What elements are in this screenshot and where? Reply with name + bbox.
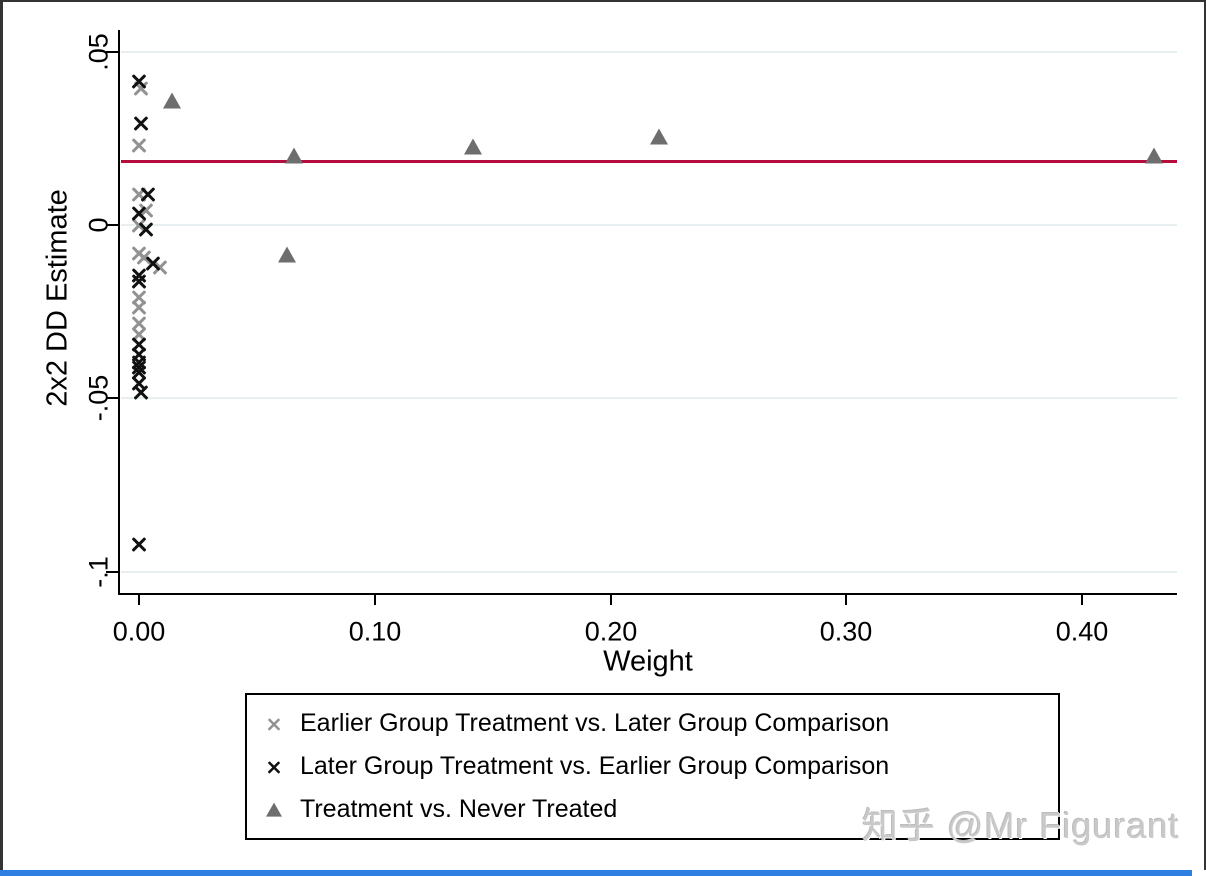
x-marker (132, 207, 146, 221)
x-tick-label: 0.10 (348, 616, 402, 647)
x-tick (1081, 595, 1083, 605)
y-tick (106, 397, 119, 399)
triangle-marker (278, 246, 297, 263)
frame-border-top (0, 0, 1206, 2)
x-marker-gray-icon (268, 718, 280, 730)
reference-line (121, 160, 1177, 164)
y-tick (106, 51, 119, 53)
y-tick (106, 224, 119, 226)
x-tick (845, 595, 847, 605)
triangle-marker-icon (266, 802, 282, 817)
legend-row: Later Group Treatment vs. Earlier Group … (257, 745, 1058, 788)
x-marker (132, 74, 146, 88)
x-marker (134, 385, 148, 399)
x-marker (132, 538, 146, 552)
legend-label: Later Group Treatment vs. Earlier Group … (300, 752, 890, 780)
x-marker-black-icon (268, 761, 280, 773)
x-marker (132, 275, 146, 289)
triangle-marker (1145, 147, 1163, 164)
triangle-marker (285, 147, 304, 164)
bottom-progress-bar (0, 870, 1192, 876)
y-tick-label: 0 (83, 217, 114, 233)
x-tick (138, 595, 140, 605)
legend-row: Earlier Group Treatment vs. Later Group … (257, 702, 1058, 745)
x-axis-line (118, 593, 1177, 595)
legend-symbol-cell (257, 798, 291, 822)
x-tick (374, 595, 376, 605)
frame-border-left (0, 0, 3, 870)
legend-symbol-cell (257, 755, 291, 779)
x-marker (132, 139, 146, 153)
frame-border-right (1204, 0, 1206, 870)
y-tick-label: .05 (83, 33, 114, 71)
x-tick-label: 0.00 (112, 616, 166, 647)
x-marker (139, 222, 153, 236)
y-tick-label: -.1 (83, 556, 114, 588)
triangle-marker (162, 92, 181, 109)
gridline-y-0 (121, 224, 1177, 226)
legend-label: Treatment vs. Never Treated (300, 795, 618, 823)
x-marker (132, 300, 146, 314)
gridline-y-neg05 (121, 397, 1177, 399)
triangle-marker (650, 128, 669, 145)
legend-row: Treatment vs. Never Treated (257, 788, 1058, 831)
gridline-y-neg1 (121, 571, 1177, 573)
x-tick-label: 0.30 (819, 616, 873, 647)
legend-symbol-cell (257, 712, 291, 736)
y-tick (106, 571, 119, 573)
triangle-marker (464, 138, 483, 155)
y-tick-label: -.05 (83, 374, 114, 422)
y-axis-line (118, 30, 120, 595)
gridline-y-05 (121, 51, 1177, 53)
watermark: 知乎 @Mr Figurant (862, 805, 1180, 846)
x-marker (146, 256, 160, 270)
x-tick-label: 0.40 (1055, 616, 1109, 647)
x-marker (134, 116, 148, 130)
legend-label: Earlier Group Treatment vs. Later Group … (300, 709, 890, 737)
x-tick (610, 595, 612, 605)
y-axis-title: 2x2 DD Estimate (41, 189, 74, 407)
x-tick-label: 0.20 (584, 616, 638, 647)
x-marker (141, 187, 155, 201)
legend-box: Earlier Group Treatment vs. Later Group … (245, 693, 1060, 840)
x-axis-title: Weight (603, 645, 693, 678)
